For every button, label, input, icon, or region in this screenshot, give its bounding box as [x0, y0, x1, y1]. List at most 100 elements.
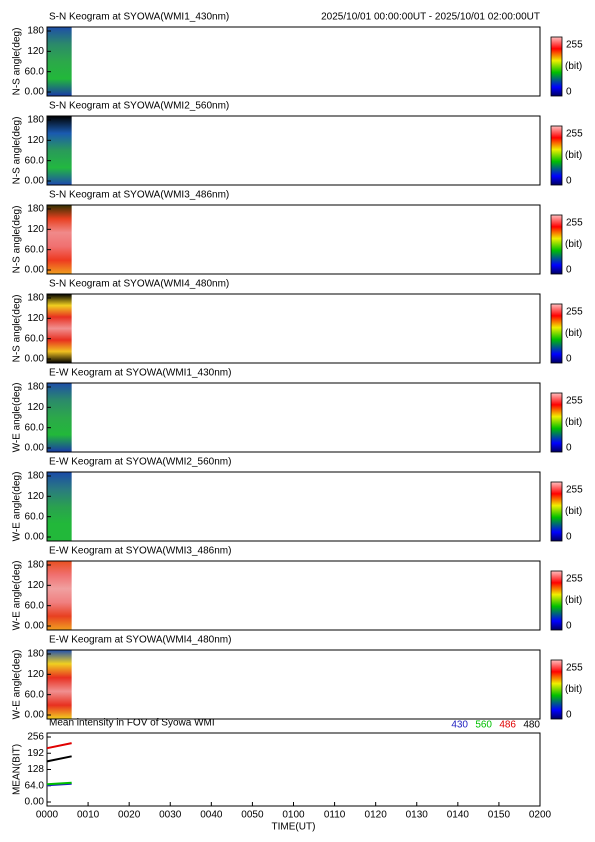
y-tick-label: 120: [27, 224, 44, 235]
colorbar-label: (bit): [565, 150, 582, 161]
panel-title: E-W Keogram at SYOWA(WMI2_560nm): [49, 457, 231, 468]
panel-title: Mean intensity in FOV of Syowa WMI: [49, 718, 215, 729]
y-tick-label: 0.00: [25, 710, 45, 721]
colorbar: [550, 303, 563, 364]
y-tick-label: 180: [27, 293, 44, 304]
y-tick-label: 180: [27, 26, 44, 37]
x-tick-label: 0040: [200, 810, 223, 821]
y-tick-label: 60.0: [25, 244, 45, 255]
x-tick-label: 0010: [77, 810, 100, 821]
keogram-image: [47, 27, 72, 96]
colorbar: [550, 659, 563, 720]
colorbar: [550, 570, 563, 631]
colorbar-label: (bit): [565, 684, 582, 695]
y-tick-label: 60.0: [25, 511, 45, 522]
colorbar-tick-label: 0: [566, 87, 572, 98]
y-axis-label: N-S angle(deg): [12, 206, 23, 274]
colorbar-tick-label: 255: [566, 129, 583, 140]
colorbar-label: (bit): [565, 417, 582, 428]
x-tick-label: 0140: [447, 810, 470, 821]
y-tick-label: 64.0: [25, 780, 45, 791]
legend-entry: 480: [523, 720, 540, 731]
colorbar-label: (bit): [565, 506, 582, 517]
x-tick-label: 0030: [159, 810, 182, 821]
keogram-image: [47, 205, 72, 274]
panel-title: S-N Keogram at SYOWA(WMI1_430nm): [49, 12, 229, 23]
y-tick-label: 0.00: [25, 87, 45, 98]
keogram-image: [47, 472, 72, 541]
y-tick-label: 256: [27, 732, 44, 743]
colorbar-tick-label: 0: [566, 621, 572, 632]
colorbar-label: (bit): [565, 239, 582, 250]
plot-frame: [46, 382, 541, 453]
y-tick-label: 180: [27, 560, 44, 571]
colorbar-label: (bit): [565, 595, 582, 606]
y-tick-label: 60.0: [25, 422, 45, 433]
plot-frame: [46, 471, 541, 542]
plot-frame: [46, 560, 541, 631]
colorbar: [550, 214, 563, 275]
y-tick-label: 60.0: [25, 689, 45, 700]
colorbar-tick-label: 255: [566, 574, 583, 585]
x-tick-label: 0000: [36, 810, 59, 821]
x-tick-label: 0050: [241, 810, 264, 821]
y-axis-label: N-S angle(deg): [12, 117, 23, 185]
y-axis-label: N-S angle(deg): [12, 295, 23, 363]
legend-entry: 430: [451, 720, 468, 731]
y-tick-label: 128: [27, 764, 44, 775]
y-tick-label: 60.0: [25, 600, 45, 611]
plot-frame: [46, 204, 541, 275]
series-line: [46, 742, 72, 750]
series-line: [46, 781, 72, 786]
y-tick-label: 180: [27, 471, 44, 482]
colorbar-tick-label: 0: [566, 710, 572, 721]
panel-title: E-W Keogram at SYOWA(WMI4_480nm): [49, 635, 231, 646]
legend-entry: 486: [499, 720, 516, 731]
y-axis-label: W-E angle(deg): [12, 561, 23, 631]
y-tick-label: 120: [27, 313, 44, 324]
colorbar-tick-label: 255: [566, 218, 583, 229]
plot-frame: [46, 26, 541, 97]
y-tick-label: 0.00: [25, 176, 45, 187]
colorbar: [550, 36, 563, 97]
y-tick-label: 0.00: [25, 443, 45, 454]
keogram-image: [47, 116, 72, 185]
x-tick-label: 0100: [282, 810, 305, 821]
y-axis-label: W-E angle(deg): [12, 472, 23, 542]
x-tick-label: 0200: [529, 810, 552, 821]
series-line: [46, 782, 72, 787]
colorbar-tick-label: 0: [566, 532, 572, 543]
y-tick-label: 120: [27, 135, 44, 146]
y-tick-label: 180: [27, 115, 44, 126]
y-tick-label: 120: [27, 46, 44, 57]
keogram-image: [47, 650, 72, 719]
panel-title: E-W Keogram at SYOWA(WMI3_486nm): [49, 546, 231, 557]
y-axis-label: N-S angle(deg): [12, 28, 23, 96]
y-tick-label: 60.0: [25, 155, 45, 166]
colorbar-tick-label: 255: [566, 663, 583, 674]
colorbar-tick-label: 255: [566, 485, 583, 496]
panel-title: E-W Keogram at SYOWA(WMI1_430nm): [49, 368, 231, 379]
panel-title: S-N Keogram at SYOWA(WMI4_480nm): [49, 279, 229, 290]
colorbar: [550, 481, 563, 542]
y-tick-label: 120: [27, 491, 44, 502]
y-tick-label: 180: [27, 649, 44, 660]
colorbar-tick-label: 0: [566, 176, 572, 187]
y-tick-label: 60.0: [25, 66, 45, 77]
plot-frame: [46, 732, 541, 807]
colorbar-tick-label: 0: [566, 443, 572, 454]
panel-title: S-N Keogram at SYOWA(WMI3_486nm): [49, 190, 229, 201]
x-tick-label: 0120: [365, 810, 388, 821]
keogram-image: [47, 294, 72, 363]
panel-title: S-N Keogram at SYOWA(WMI2_560nm): [49, 101, 229, 112]
y-tick-label: 180: [27, 204, 44, 215]
y-tick-label: 0.00: [25, 265, 45, 276]
plot-frame: [46, 293, 541, 364]
plot-frame: [46, 115, 541, 186]
keogram-image: [47, 383, 72, 452]
keogram-image: [47, 561, 72, 630]
y-tick-label: 120: [27, 669, 44, 680]
plot-frame: [46, 649, 541, 720]
y-tick-label: 0.00: [25, 354, 45, 365]
